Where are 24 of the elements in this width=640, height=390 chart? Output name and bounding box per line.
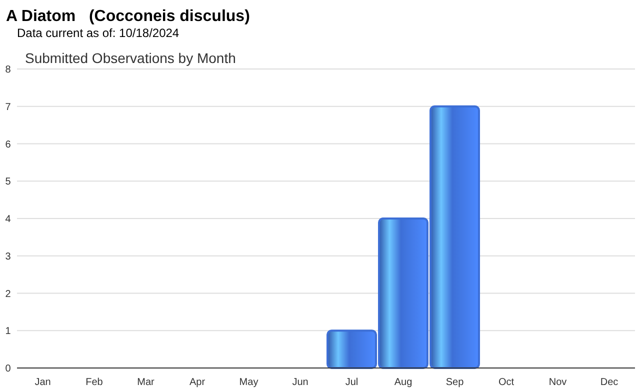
x-tick-label: Apr (189, 377, 206, 388)
x-tick-label: Jan (34, 377, 51, 388)
x-tick-label: Feb (86, 377, 104, 388)
y-tick-label: 7 (5, 102, 12, 113)
text: Submitted Observations by Month (25, 50, 236, 66)
y-tick-label: 2 (5, 288, 12, 300)
x-tick-label: Nov (548, 377, 567, 388)
y-tick-label: 8 (5, 64, 12, 76)
x-tick-label: Jul (345, 377, 358, 388)
x-tick-label: Dec (600, 377, 618, 388)
x-tick-label: Mar (137, 377, 156, 388)
x-tick-label: Aug (394, 377, 412, 388)
chart-title: A Diatom (Cocconeis disculus) (6, 8, 250, 25)
y-tick-label: 4 (5, 214, 12, 225)
x-tick-label: Oct (498, 377, 514, 388)
x-tick-label: Sep (446, 377, 464, 388)
y-tick-label: 5 (5, 176, 12, 188)
y-tick-label: 3 (5, 251, 12, 262)
chart-subtitle: Data current as of: 10/18/2024 (17, 26, 180, 40)
y-tick-label: 6 (5, 139, 12, 150)
y-tick-label: 0 (5, 364, 12, 374)
x-tick-label: Jun (292, 377, 308, 388)
x-tick-label: May (239, 377, 258, 388)
y-tick-label: 1 (5, 326, 12, 338)
